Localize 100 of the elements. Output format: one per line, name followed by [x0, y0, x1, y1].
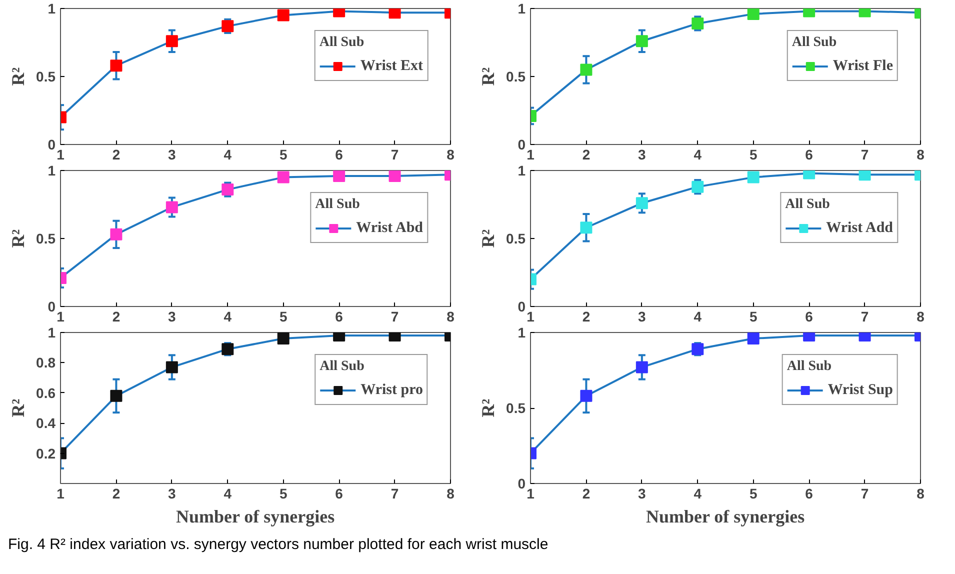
x-tick-label: 6	[805, 486, 814, 502]
legend-label: Wrist Ext	[360, 58, 423, 74]
point	[333, 170, 346, 182]
legend-title: All Sub	[315, 197, 361, 213]
y-tick-label: 1	[518, 324, 526, 340]
legend-label: Wrist Add	[826, 220, 893, 236]
point	[747, 171, 760, 184]
point	[110, 390, 122, 402]
y-tick-label: 0.5	[36, 230, 56, 246]
y-tick-label: 0.5	[506, 68, 526, 84]
x-tick-label: 7	[390, 486, 399, 502]
point	[747, 8, 760, 20]
x-tick-label: 6	[335, 308, 344, 324]
y-tick-label: 1	[48, 324, 56, 340]
x-tick-label: 6	[805, 146, 814, 162]
x-tick-label: 2	[582, 486, 590, 502]
x-tick-label: 7	[390, 146, 399, 162]
x-tick-label: 2	[582, 308, 590, 324]
legend-label: Wrist Fle	[832, 58, 893, 74]
x-tick-label: 7	[860, 308, 869, 324]
x-tick-label: 5	[749, 308, 758, 324]
x-tick-label: 5	[749, 486, 758, 502]
x-tick-label: 5	[279, 308, 288, 324]
y-axis-title: R²	[478, 229, 498, 248]
x-tick-label: 8	[446, 146, 455, 162]
x-tick-label: 5	[279, 146, 288, 162]
x-tick-label: 7	[860, 486, 869, 502]
point	[166, 201, 178, 214]
x-axis-title: Number of synergies	[176, 506, 335, 526]
x-tick-label: 5	[279, 486, 288, 502]
x-tick-label: 2	[582, 146, 590, 162]
point	[166, 35, 178, 48]
point	[277, 171, 290, 184]
y-tick-label: 1	[518, 162, 526, 178]
x-tick-label: 8	[916, 308, 925, 324]
y-tick-label: 0	[518, 298, 526, 314]
x-tick-label: 5	[749, 146, 758, 162]
point	[222, 20, 234, 32]
x-tick-label: 6	[335, 486, 344, 502]
y-tick-label: 0.4	[36, 415, 56, 432]
y-tick-label: 0.5	[506, 400, 526, 416]
point	[388, 170, 401, 182]
point	[277, 332, 290, 345]
legend-title: All Sub	[792, 35, 838, 51]
point	[580, 390, 592, 402]
legend-label: Wrist pro	[360, 382, 423, 398]
y-tick-label: 0	[518, 136, 526, 152]
x-tick-label: 2	[112, 308, 120, 324]
x-tick-label: 6	[805, 308, 814, 324]
x-tick-label: 2	[112, 486, 120, 502]
y-tick-label: 1	[48, 0, 56, 16]
y-tick-label: 0.5	[506, 230, 526, 246]
x-tick-label: 4	[224, 308, 232, 324]
y-axis-title: R²	[8, 398, 28, 418]
x-tick-label: 7	[390, 308, 399, 324]
point	[277, 9, 290, 22]
x-tick-label: 4	[224, 486, 232, 502]
y-tick-label: 0.5	[36, 68, 56, 84]
x-tick-label: 3	[168, 486, 176, 502]
y-tick-label: 0	[518, 476, 526, 492]
y-axis-title: R²	[478, 67, 498, 86]
x-tick-label: 8	[916, 486, 925, 502]
x-tick-label: 8	[916, 146, 925, 162]
legend-title: All Sub	[785, 197, 831, 213]
x-tick-label: 8	[446, 486, 455, 502]
legend-label: Wrist Abd	[356, 220, 423, 236]
y-tick-label: 0	[48, 136, 56, 152]
x-axis-title: Number of synergies	[646, 506, 805, 526]
x-tick-label: 7	[860, 146, 869, 162]
y-tick-label: 0.6	[36, 384, 56, 401]
x-tick-label: 4	[224, 146, 232, 162]
point	[222, 184, 234, 196]
legend-title: All Sub	[320, 359, 366, 375]
x-tick-label: 4	[694, 308, 702, 324]
legend-title: All Sub	[319, 35, 366, 51]
point	[580, 222, 592, 234]
legend-label: Wrist Sup	[828, 382, 893, 398]
y-tick-label: 0.8	[36, 354, 56, 371]
x-tick-label: 3	[168, 308, 176, 324]
x-tick-label: 3	[168, 146, 176, 162]
x-tick-label: 8	[446, 308, 455, 324]
x-tick-label: 2	[112, 146, 120, 162]
point	[747, 332, 760, 345]
x-tick-label: 6	[335, 146, 344, 162]
x-tick-label: 3	[638, 146, 646, 162]
x-tick-label: 4	[694, 486, 702, 502]
caption: Fig. 4 R² index variation vs. synergy vectors number plotted for each wrist muscle	[8, 535, 548, 555]
point	[580, 64, 592, 76]
point	[110, 228, 122, 240]
point	[858, 170, 871, 181]
legend-title: All Sub	[786, 359, 833, 375]
point	[166, 361, 178, 374]
y-tick-label: 0	[48, 298, 56, 314]
x-tick-label: 3	[638, 308, 646, 324]
point	[636, 197, 648, 210]
point	[110, 60, 122, 72]
point	[636, 361, 648, 374]
x-tick-label: 4	[694, 146, 702, 162]
y-tick-label: 0.2	[36, 445, 56, 462]
point	[388, 8, 401, 19]
